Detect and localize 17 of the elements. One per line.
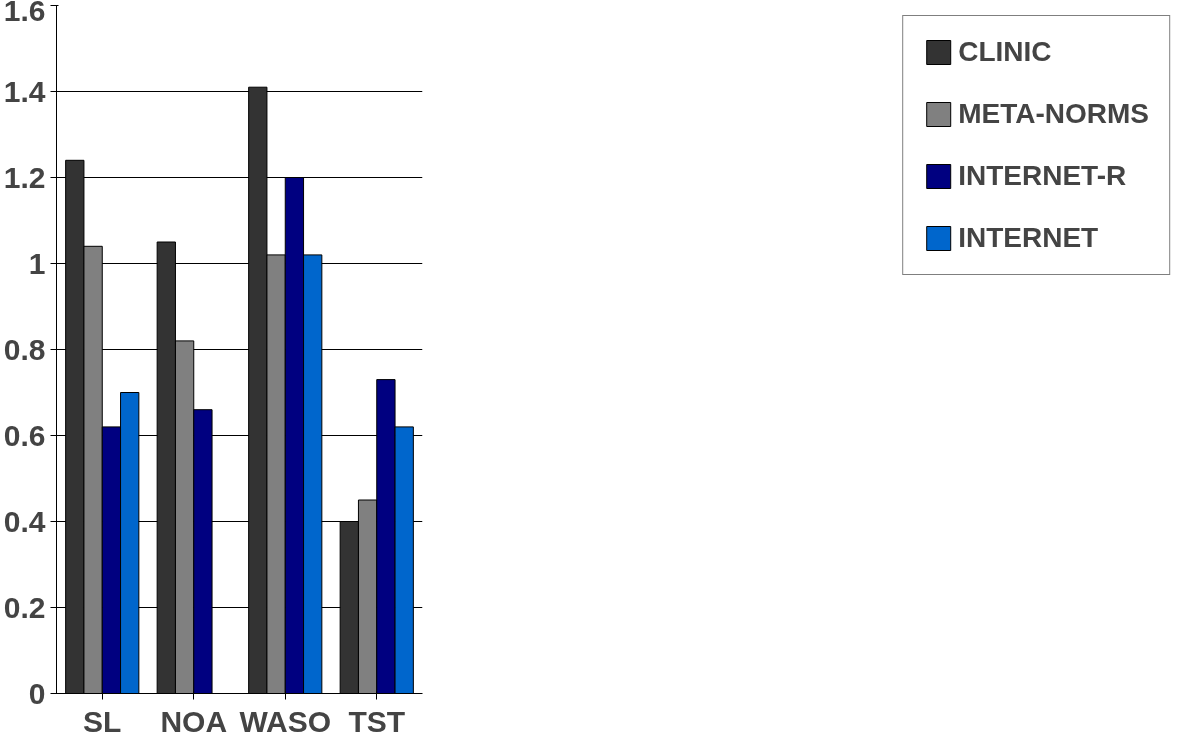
y-tick-label: 0.6 [3,418,46,452]
legend-label: META-NORMS [958,98,1149,130]
y-tick-label: 1.6 [3,0,46,27]
x-tick-label: NOA [160,704,228,738]
legend-label: INTERNET-R [958,160,1127,192]
legend-label: CLINIC [958,36,1052,68]
x-tick-label: SL [83,704,122,738]
x-tick-label: TST [348,704,406,738]
y-tick-label: 1.4 [3,74,46,108]
legend-label: INTERNET [958,222,1099,254]
x-tick-label: WASO [239,704,332,738]
y-tick-label: 0 [28,676,46,710]
y-tick-label: 1.2 [3,160,46,194]
y-tick-label: 0.8 [3,332,46,366]
y-tick-label: 1 [28,246,46,280]
y-tick-label: 0.2 [3,590,46,624]
y-tick-label: 0.4 [3,504,46,538]
